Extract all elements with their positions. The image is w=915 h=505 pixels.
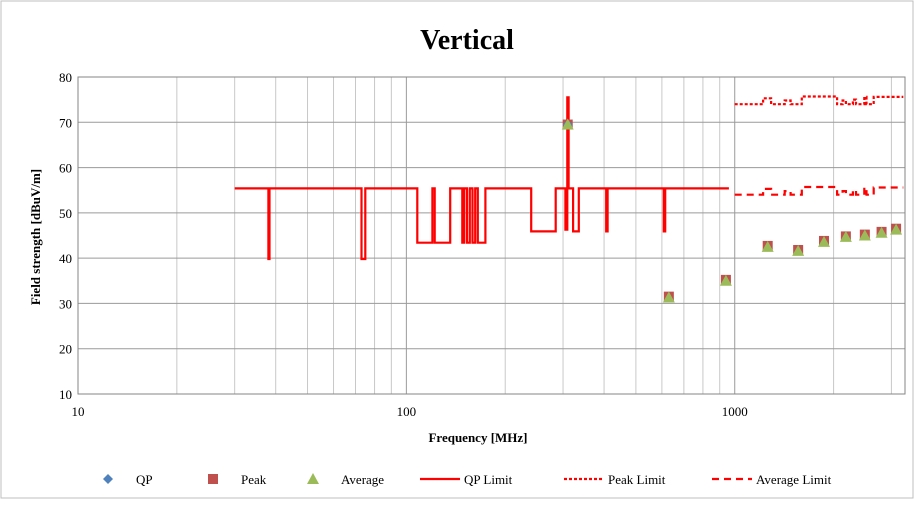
x-tick-label: 1000 <box>722 404 748 419</box>
plot-area <box>77 76 906 395</box>
average-point <box>561 118 574 130</box>
y-tick-label: 80 <box>59 70 72 85</box>
average-point <box>792 244 805 256</box>
qp-limit-line <box>234 96 729 261</box>
average-point <box>818 235 831 247</box>
legend-entry: Peak <box>241 472 267 487</box>
legend-symbol <box>208 474 218 484</box>
y-tick-label: 30 <box>59 296 72 311</box>
x-axis-label: Frequency [MHz] <box>428 430 527 445</box>
data-markers <box>561 118 903 303</box>
average-point <box>719 274 732 286</box>
legend-entry: Average Limit <box>756 472 832 487</box>
y-tick-label: 70 <box>59 115 72 130</box>
average-point <box>662 291 675 303</box>
peak-limit-line <box>734 95 904 106</box>
y-tick-label: 60 <box>59 161 72 176</box>
y-tick-label: 50 <box>59 206 72 221</box>
tick-labels: 10 20 30 40 50 60 70 80 10 100 1000 <box>59 70 748 419</box>
average-limit-line <box>734 185 904 196</box>
y-tick-label: 10 <box>59 387 72 402</box>
y-axis-label: Field strength [dBuV/m] <box>28 169 43 305</box>
limit-lines <box>234 95 904 261</box>
legend-entry: Average <box>341 472 384 487</box>
legend: QP Peak Average QP Limit Peak Limit Average L… <box>103 472 832 487</box>
average-point <box>761 240 774 252</box>
legend-entry: QP Limit <box>464 472 513 487</box>
average-point <box>839 230 852 242</box>
chart-title: Vertical <box>420 25 514 56</box>
average-point <box>858 229 871 241</box>
y-tick-label: 20 <box>59 342 72 357</box>
legend-symbol <box>307 473 319 484</box>
legend-symbol <box>103 474 113 484</box>
x-tick-label: 10 <box>72 404 85 419</box>
average-point <box>890 223 903 235</box>
legend-entry: QP <box>136 472 153 487</box>
x-tick-label: 100 <box>397 404 417 419</box>
legend-entry: Peak Limit <box>608 472 666 487</box>
y-tick-label: 40 <box>59 251 72 266</box>
average-point <box>875 226 888 238</box>
